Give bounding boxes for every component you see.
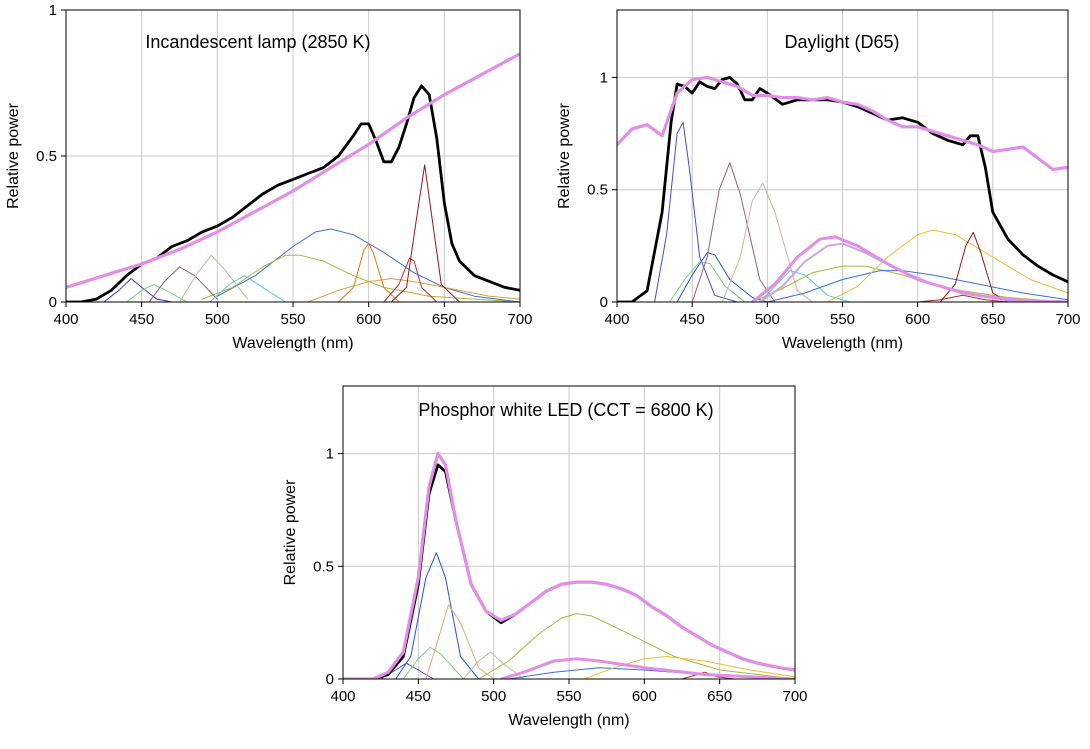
x-tick-label: 650 <box>432 311 457 328</box>
series-line <box>681 671 736 679</box>
x-axis-label: Wavelength (nm) <box>232 335 353 352</box>
x-tick-label: 650 <box>707 688 732 705</box>
y-axis-label: Relative power <box>556 102 573 209</box>
series-line <box>691 162 776 302</box>
y-axis-label: Relative power <box>282 479 299 586</box>
y-tick-label: 0.5 <box>313 558 334 575</box>
series-line <box>917 294 1009 302</box>
series-line <box>148 266 218 302</box>
series-line <box>209 275 286 302</box>
y-axis-label: Relative power <box>5 102 22 209</box>
series-line <box>721 182 813 302</box>
series-line <box>478 613 795 679</box>
x-tick-label: 450 <box>406 688 431 705</box>
x-tick-label: 600 <box>632 688 657 705</box>
series-line <box>759 270 851 302</box>
series-line <box>395 552 480 679</box>
x-tick-label: 550 <box>280 311 305 328</box>
x-tick-label: 600 <box>905 311 930 328</box>
series-line <box>751 265 1068 302</box>
series-line <box>463 651 525 679</box>
series-group <box>617 75 1068 302</box>
x-tick-label: 550 <box>556 688 581 705</box>
series-line <box>383 257 438 302</box>
series-line <box>307 278 520 302</box>
series-line <box>390 164 460 302</box>
x-tick-label: 700 <box>782 688 807 705</box>
x-tick-label: 600 <box>356 311 381 328</box>
y-tick-label: 0.5 <box>36 148 57 165</box>
y-tick-label: 0 <box>49 294 57 311</box>
x-tick-label: 450 <box>680 311 705 328</box>
series-line <box>343 452 795 679</box>
series-group <box>343 452 795 679</box>
series-line <box>126 284 188 302</box>
x-axis-label: Wavelength (nm) <box>782 335 903 352</box>
x-tick-label: 400 <box>53 311 78 328</box>
series-line <box>425 604 495 679</box>
x-tick-label: 500 <box>205 311 230 328</box>
chart-title: Incandescent lamp (2850 K) <box>145 32 370 52</box>
series-line <box>583 656 795 679</box>
x-tick-label: 650 <box>980 311 1005 328</box>
chart-title: Phosphor white LED (CCT = 6800 K) <box>418 400 713 420</box>
series-line <box>499 657 795 679</box>
y-tick-label: 1 <box>600 69 608 86</box>
series-line <box>216 228 520 302</box>
x-tick-label: 500 <box>755 311 780 328</box>
chart-title: Daylight (D65) <box>784 32 899 52</box>
y-tick-label: 1 <box>326 446 334 463</box>
y-tick-label: 1 <box>49 2 57 19</box>
series-line <box>939 231 1009 302</box>
series-group <box>66 52 520 302</box>
panel-incandescent: 400 450 500 550 600 650 700 0 0.5 1 Wavelength (nm… <box>5 2 533 352</box>
series-line <box>337 243 400 302</box>
series-line <box>179 254 249 302</box>
panel-led: 400 450 500 550 600 650 700 0 0.5 1 Wavelength (nm… <box>282 385 808 729</box>
x-axis-label: Wavelength (nm) <box>508 712 629 729</box>
x-tick-label: 550 <box>830 311 855 328</box>
series-line <box>827 229 1068 302</box>
series-line <box>750 235 1068 302</box>
y-tick-label: 0 <box>600 294 608 311</box>
series-line <box>654 121 738 302</box>
series-line <box>402 646 464 679</box>
x-tick-label: 500 <box>481 688 506 705</box>
x-tick-label: 450 <box>129 311 154 328</box>
y-tick-label: 0 <box>326 671 334 688</box>
x-tick-label: 400 <box>330 688 355 705</box>
x-tick-label: 700 <box>507 311 532 328</box>
panel-daylight: 400 450 500 550 600 650 700 0 0.5 1 Wavelength (nm… <box>556 9 1081 352</box>
series-line <box>103 278 173 302</box>
series-line <box>617 75 1068 172</box>
y-tick-label: 0.5 <box>587 182 608 199</box>
x-tick-label: 700 <box>1055 311 1080 328</box>
x-tick-label: 400 <box>604 311 629 328</box>
series-line <box>66 52 520 289</box>
series-line <box>676 252 768 302</box>
